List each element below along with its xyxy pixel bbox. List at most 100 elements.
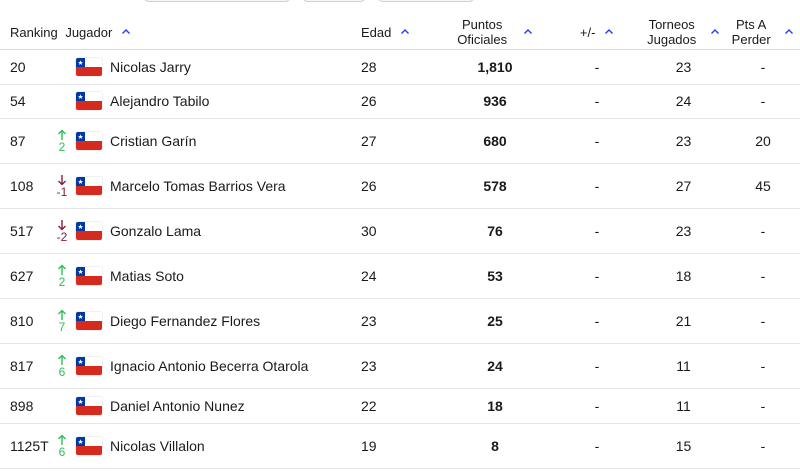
header-ranking[interactable]: Ranking xyxy=(10,24,58,40)
chile-flag-icon xyxy=(76,312,102,330)
pts-to-lose-cell: - xyxy=(726,208,800,254)
rank-value: 817 xyxy=(10,358,34,374)
rank-value: 627 xyxy=(10,268,34,284)
player-cell: 817 6 Ignacio Antonio Becerra Otarola xyxy=(0,343,359,389)
sort-caret-icon[interactable] xyxy=(400,27,410,37)
header-torneos-jugados[interactable]: Torneos Jugados xyxy=(641,14,726,50)
table-row[interactable]: 108 -1 Marcelo Tomas Barrios Vera 26 578 xyxy=(0,163,800,209)
tournaments-cell: 18 xyxy=(641,253,726,299)
diff-cell: - xyxy=(553,118,641,164)
rank-value: 20 xyxy=(10,58,26,75)
rank-value: 54 xyxy=(10,93,26,110)
diff-cell: - xyxy=(553,163,641,209)
table-row[interactable]: 517 -2 Gonzalo Lama 30 76 - 23 xyxy=(0,208,800,254)
rankings-table: Ranking Jugador Edad Puntos Oficiales +/… xyxy=(0,14,800,469)
filter-tab[interactable] xyxy=(377,0,475,2)
header-jugador[interactable]: Jugador xyxy=(65,24,113,40)
age-cell: 23 xyxy=(359,298,437,344)
sort-caret-icon[interactable] xyxy=(604,27,614,37)
player-cell: 898 Daniel Antonio Nunez xyxy=(0,388,359,424)
age-cell: 28 xyxy=(359,49,437,85)
tournaments-cell: 24 xyxy=(641,84,726,119)
player-name[interactable]: Daniel Antonio Nunez xyxy=(110,397,245,414)
tournaments-cell: 27 xyxy=(641,163,726,209)
filter-tabs xyxy=(0,0,800,2)
diff-cell: - xyxy=(553,423,641,469)
chile-flag-icon xyxy=(76,222,102,240)
player-name[interactable]: Nicolas Villalon xyxy=(110,437,205,454)
player-name[interactable]: Nicolas Jarry xyxy=(110,58,191,75)
rank-movement: 2 xyxy=(54,264,70,288)
points-cell: 53 xyxy=(437,253,553,299)
pts-to-lose-cell: - xyxy=(726,343,800,389)
player-name[interactable]: Diego Fernandez Flores xyxy=(110,313,261,329)
table-row[interactable]: 898 Daniel Antonio Nunez 22 18 - xyxy=(0,388,800,424)
chile-flag-icon xyxy=(76,177,102,195)
age-cell: 23 xyxy=(359,343,437,389)
tournaments-cell: 23 xyxy=(641,118,726,164)
rank-movement: -1 xyxy=(54,174,70,198)
header-torneos-line1: Torneos xyxy=(648,16,695,32)
tournaments-cell: 11 xyxy=(641,388,726,424)
header-pts-line2: Perder xyxy=(731,31,771,47)
pts-to-lose-cell: - xyxy=(726,423,800,469)
arrow-icon xyxy=(57,309,67,321)
header-edad[interactable]: Edad xyxy=(359,14,437,50)
points-cell: 578 xyxy=(437,163,553,209)
points-cell: 1,810 xyxy=(437,49,553,85)
tournaments-cell: 21 xyxy=(641,298,726,344)
table-row[interactable]: 817 6 Ignacio Antonio Becerra Otarola 23 xyxy=(0,343,800,389)
header-pts-line1: Pts A xyxy=(736,16,767,32)
header-pts-a-perder[interactable]: Pts A Perder xyxy=(726,14,800,50)
chile-flag-icon xyxy=(76,357,102,375)
sort-caret-icon[interactable] xyxy=(121,27,131,37)
age-cell: 27 xyxy=(359,118,437,164)
header-torneos-line2: Jugados xyxy=(647,31,697,47)
player-cell: 810 7 Diego Fernandez Flores xyxy=(0,298,359,344)
player-name[interactable]: Cristian Garín xyxy=(110,133,197,149)
chile-flag-icon xyxy=(76,267,102,285)
player-name[interactable]: Ignacio Antonio Becerra Otarola xyxy=(110,358,309,374)
rank-movement-value: 2 xyxy=(58,140,66,154)
player-name[interactable]: Matias Soto xyxy=(110,268,184,284)
sort-caret-icon[interactable] xyxy=(784,27,794,37)
header-row: Ranking Jugador Edad Puntos Oficiales +/… xyxy=(0,14,800,50)
pts-to-lose-cell: - xyxy=(726,253,800,299)
header-diff[interactable]: +/- xyxy=(553,14,641,50)
chile-flag-icon xyxy=(76,436,102,455)
table-row[interactable]: 810 7 Diego Fernandez Flores 23 25 - xyxy=(0,298,800,344)
header-puntos-oficiales[interactable]: Puntos Oficiales xyxy=(437,14,553,50)
player-name[interactable]: Gonzalo Lama xyxy=(110,223,202,239)
age-cell: 26 xyxy=(359,163,437,209)
chile-flag-icon xyxy=(76,396,102,415)
diff-cell: - xyxy=(553,49,641,85)
player-cell: 1125T 6 Nicolas Villalon xyxy=(0,423,359,469)
table-row[interactable]: 54 Alejandro Tabilo 26 936 - 24 xyxy=(0,84,800,119)
sort-caret-icon[interactable] xyxy=(523,27,533,37)
table-row[interactable]: 20 Nicolas Jarry 28 1,810 - 23 xyxy=(0,49,800,85)
player-cell: 517 -2 Gonzalo Lama xyxy=(0,208,359,254)
filter-tab[interactable] xyxy=(302,0,366,2)
rank-movement: 6 xyxy=(54,434,70,458)
rank-movement-value: -1 xyxy=(56,185,68,199)
sort-caret-icon[interactable] xyxy=(710,27,720,37)
diff-cell: - xyxy=(553,388,641,424)
table-row[interactable]: 627 2 Matias Soto 24 53 - 18 xyxy=(0,253,800,299)
points-cell: 25 xyxy=(437,298,553,344)
points-cell: 24 xyxy=(437,343,553,389)
rank-movement-value: 2 xyxy=(58,275,66,289)
tournaments-cell: 23 xyxy=(641,49,726,85)
table-row[interactable]: 1125T 6 Nicolas Villalon 19 8 - 1 xyxy=(0,423,800,469)
diff-cell: - xyxy=(553,253,641,299)
filter-tab[interactable] xyxy=(143,0,291,2)
player-cell: 627 2 Matias Soto xyxy=(0,253,359,299)
arrow-icon xyxy=(57,434,67,446)
age-cell: 26 xyxy=(359,84,437,119)
arrow-icon xyxy=(57,129,67,141)
player-name[interactable]: Marcelo Tomas Barrios Vera xyxy=(110,178,286,194)
points-cell: 76 xyxy=(437,208,553,254)
player-name[interactable]: Alejandro Tabilo xyxy=(110,93,210,110)
rank-movement: 6 xyxy=(54,354,70,378)
table-row[interactable]: 87 2 Cristian Garín 27 680 - 23 xyxy=(0,118,800,164)
age-cell: 30 xyxy=(359,208,437,254)
